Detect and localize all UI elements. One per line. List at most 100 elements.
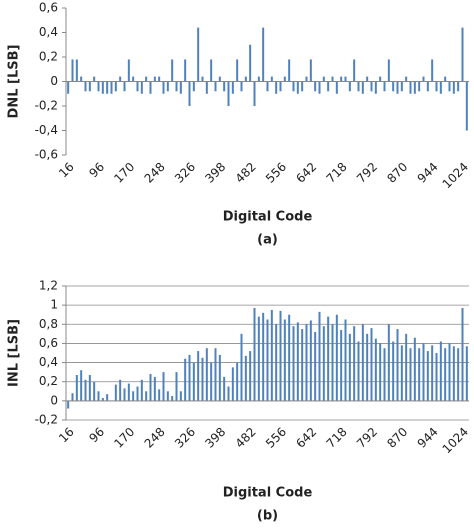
bar [270,76,273,82]
bar [240,333,243,401]
bar [262,312,265,401]
bar [197,27,200,82]
x-tick-label: 482 [233,425,259,451]
bar [188,354,191,401]
bar [119,76,122,82]
bar [236,59,239,82]
bar [461,27,464,82]
bar [305,76,308,82]
y-tick-label: 0 [50,74,58,88]
bar [327,81,330,92]
bar [366,76,369,82]
bar [448,81,451,92]
bar [387,59,390,82]
caption: (b) [257,509,278,524]
bar [335,81,338,94]
bar [461,308,464,401]
bar [400,81,403,92]
bar [184,59,187,82]
x-tick-label: 96 [86,425,107,446]
bar [439,81,442,94]
bar [322,76,325,82]
bar [153,376,156,401]
bar [192,362,195,401]
y-tick-label: 0,6 [39,336,58,350]
bar [279,81,282,92]
bar [145,391,148,401]
caption: (a) [257,233,278,248]
bar [426,81,429,92]
bar [214,81,217,92]
bar [84,379,87,401]
bar [431,59,434,82]
bar [253,308,256,401]
bar [314,81,317,92]
bar [374,338,377,401]
bar [218,354,221,401]
bar [192,81,195,92]
bar [257,316,260,401]
bar [123,81,126,92]
y-tick-label: -0,2 [35,413,58,427]
bar [361,81,364,94]
bar [184,358,187,401]
x-tick-label: 870 [384,160,410,186]
bar [266,319,269,401]
bar [201,76,204,82]
bar [132,76,135,82]
bar [205,81,208,94]
y-tick-label: 1,2 [39,279,58,293]
bar [119,379,122,401]
bar [101,397,104,401]
x-tick-label: 642 [293,160,319,186]
bar [249,44,252,82]
bar [127,59,130,82]
bar [444,76,447,82]
bar [214,348,217,401]
bar [305,324,308,401]
bar [318,311,321,401]
bar [275,81,278,94]
y-tick-label: -0,4 [35,123,58,137]
bar [197,351,200,401]
y-tick-label: -0,2 [35,99,58,113]
x-tick-label: 96 [86,160,107,181]
bar [140,81,143,94]
bar [361,324,364,401]
bar [435,81,438,92]
x-axis-label: Digital Code [223,210,313,225]
x-tick-label: 398 [202,425,228,451]
bar [383,348,386,401]
bar [110,81,113,94]
x-tick-label: 248 [142,425,168,451]
bar [171,59,174,82]
bar [127,383,130,401]
bar [97,81,100,92]
bar [257,76,260,82]
x-tick-label: 870 [384,425,410,451]
bar [244,76,247,82]
bar [422,343,425,401]
x-tick-label: 1024 [440,160,471,191]
bar [405,76,408,82]
bar [223,376,226,401]
x-tick-label: 944 [415,160,441,186]
y-tick-label: 0,2 [39,374,58,388]
bar [266,81,269,92]
y-tick-label: 0,2 [39,50,58,64]
bar [240,81,243,92]
bar [374,81,377,94]
bar [413,81,416,94]
bar [335,314,338,401]
bar [292,326,295,401]
bar [149,374,152,401]
bar [244,355,247,401]
bar [340,330,343,401]
bar [175,81,178,92]
bar [296,322,299,401]
x-tick-label: 718 [324,160,350,186]
bar [231,81,234,94]
y-tick-label: 1 [50,298,58,312]
bar [370,81,373,92]
x-tick-label: 482 [233,160,259,186]
